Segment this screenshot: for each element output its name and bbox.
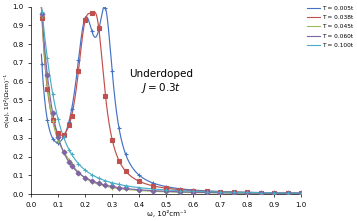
- T = 0.038t: [299, 192, 303, 194]
- Line: T = 0.045t: T = 0.045t: [41, 7, 301, 194]
- T = 0.045t: [84, 178, 89, 180]
- T = 0.005t: [102, 5, 106, 8]
- T = 0.100t: [139, 187, 143, 189]
- T = 0.045t: [39, 5, 44, 8]
- T = 0.005t: [299, 192, 303, 194]
- T = 0.038t: [294, 192, 298, 194]
- T = 0.038t: [84, 15, 89, 17]
- Y-axis label: σ(ω), 10²(Ωcm)⁻¹: σ(ω), 10²(Ωcm)⁻¹: [4, 74, 10, 127]
- T = 0.005t: [139, 175, 143, 178]
- T = 0.005t: [84, 15, 89, 18]
- T = 0.045t: [150, 190, 155, 192]
- Line: T = 0.005t: T = 0.005t: [41, 7, 301, 193]
- T = 0.060t: [299, 192, 303, 195]
- T = 0.045t: [294, 192, 298, 195]
- T = 0.060t: [84, 177, 89, 179]
- T = 0.045t: [266, 192, 270, 195]
- T = 0.005t: [39, 53, 44, 56]
- T = 0.060t: [294, 192, 298, 195]
- Text: Underdoped
$J = 0.3t$: Underdoped $J = 0.3t$: [129, 69, 193, 95]
- T = 0.038t: [39, 5, 44, 8]
- T = 0.038t: [69, 117, 73, 120]
- T = 0.060t: [150, 189, 155, 192]
- T = 0.100t: [266, 191, 270, 194]
- T = 0.100t: [294, 192, 298, 194]
- T = 0.100t: [84, 170, 89, 172]
- T = 0.060t: [69, 164, 73, 166]
- T = 0.100t: [150, 188, 155, 190]
- Line: T = 0.060t: T = 0.060t: [41, 7, 301, 193]
- Legend: T = 0.005t, T = 0.038t, T = 0.045t, T = 0.060t, T = 0.100t: T = 0.005t, T = 0.038t, T = 0.045t, T = …: [307, 6, 353, 48]
- T = 0.045t: [299, 192, 303, 195]
- T = 0.060t: [266, 192, 270, 194]
- T = 0.038t: [150, 184, 155, 187]
- X-axis label: ω, 10²cm⁻¹: ω, 10²cm⁻¹: [146, 210, 186, 217]
- T = 0.005t: [69, 111, 73, 114]
- T = 0.005t: [266, 191, 271, 194]
- T = 0.100t: [69, 152, 73, 155]
- T = 0.100t: [39, 5, 44, 8]
- T = 0.038t: [266, 191, 270, 194]
- T = 0.005t: [294, 192, 298, 194]
- T = 0.038t: [139, 181, 143, 183]
- Line: T = 0.038t: T = 0.038t: [41, 7, 301, 193]
- Line: T = 0.100t: T = 0.100t: [41, 7, 301, 193]
- T = 0.005t: [150, 181, 155, 184]
- T = 0.045t: [139, 189, 143, 192]
- T = 0.060t: [139, 189, 143, 191]
- T = 0.045t: [69, 162, 73, 164]
- T = 0.060t: [39, 5, 44, 8]
- T = 0.100t: [299, 192, 303, 194]
